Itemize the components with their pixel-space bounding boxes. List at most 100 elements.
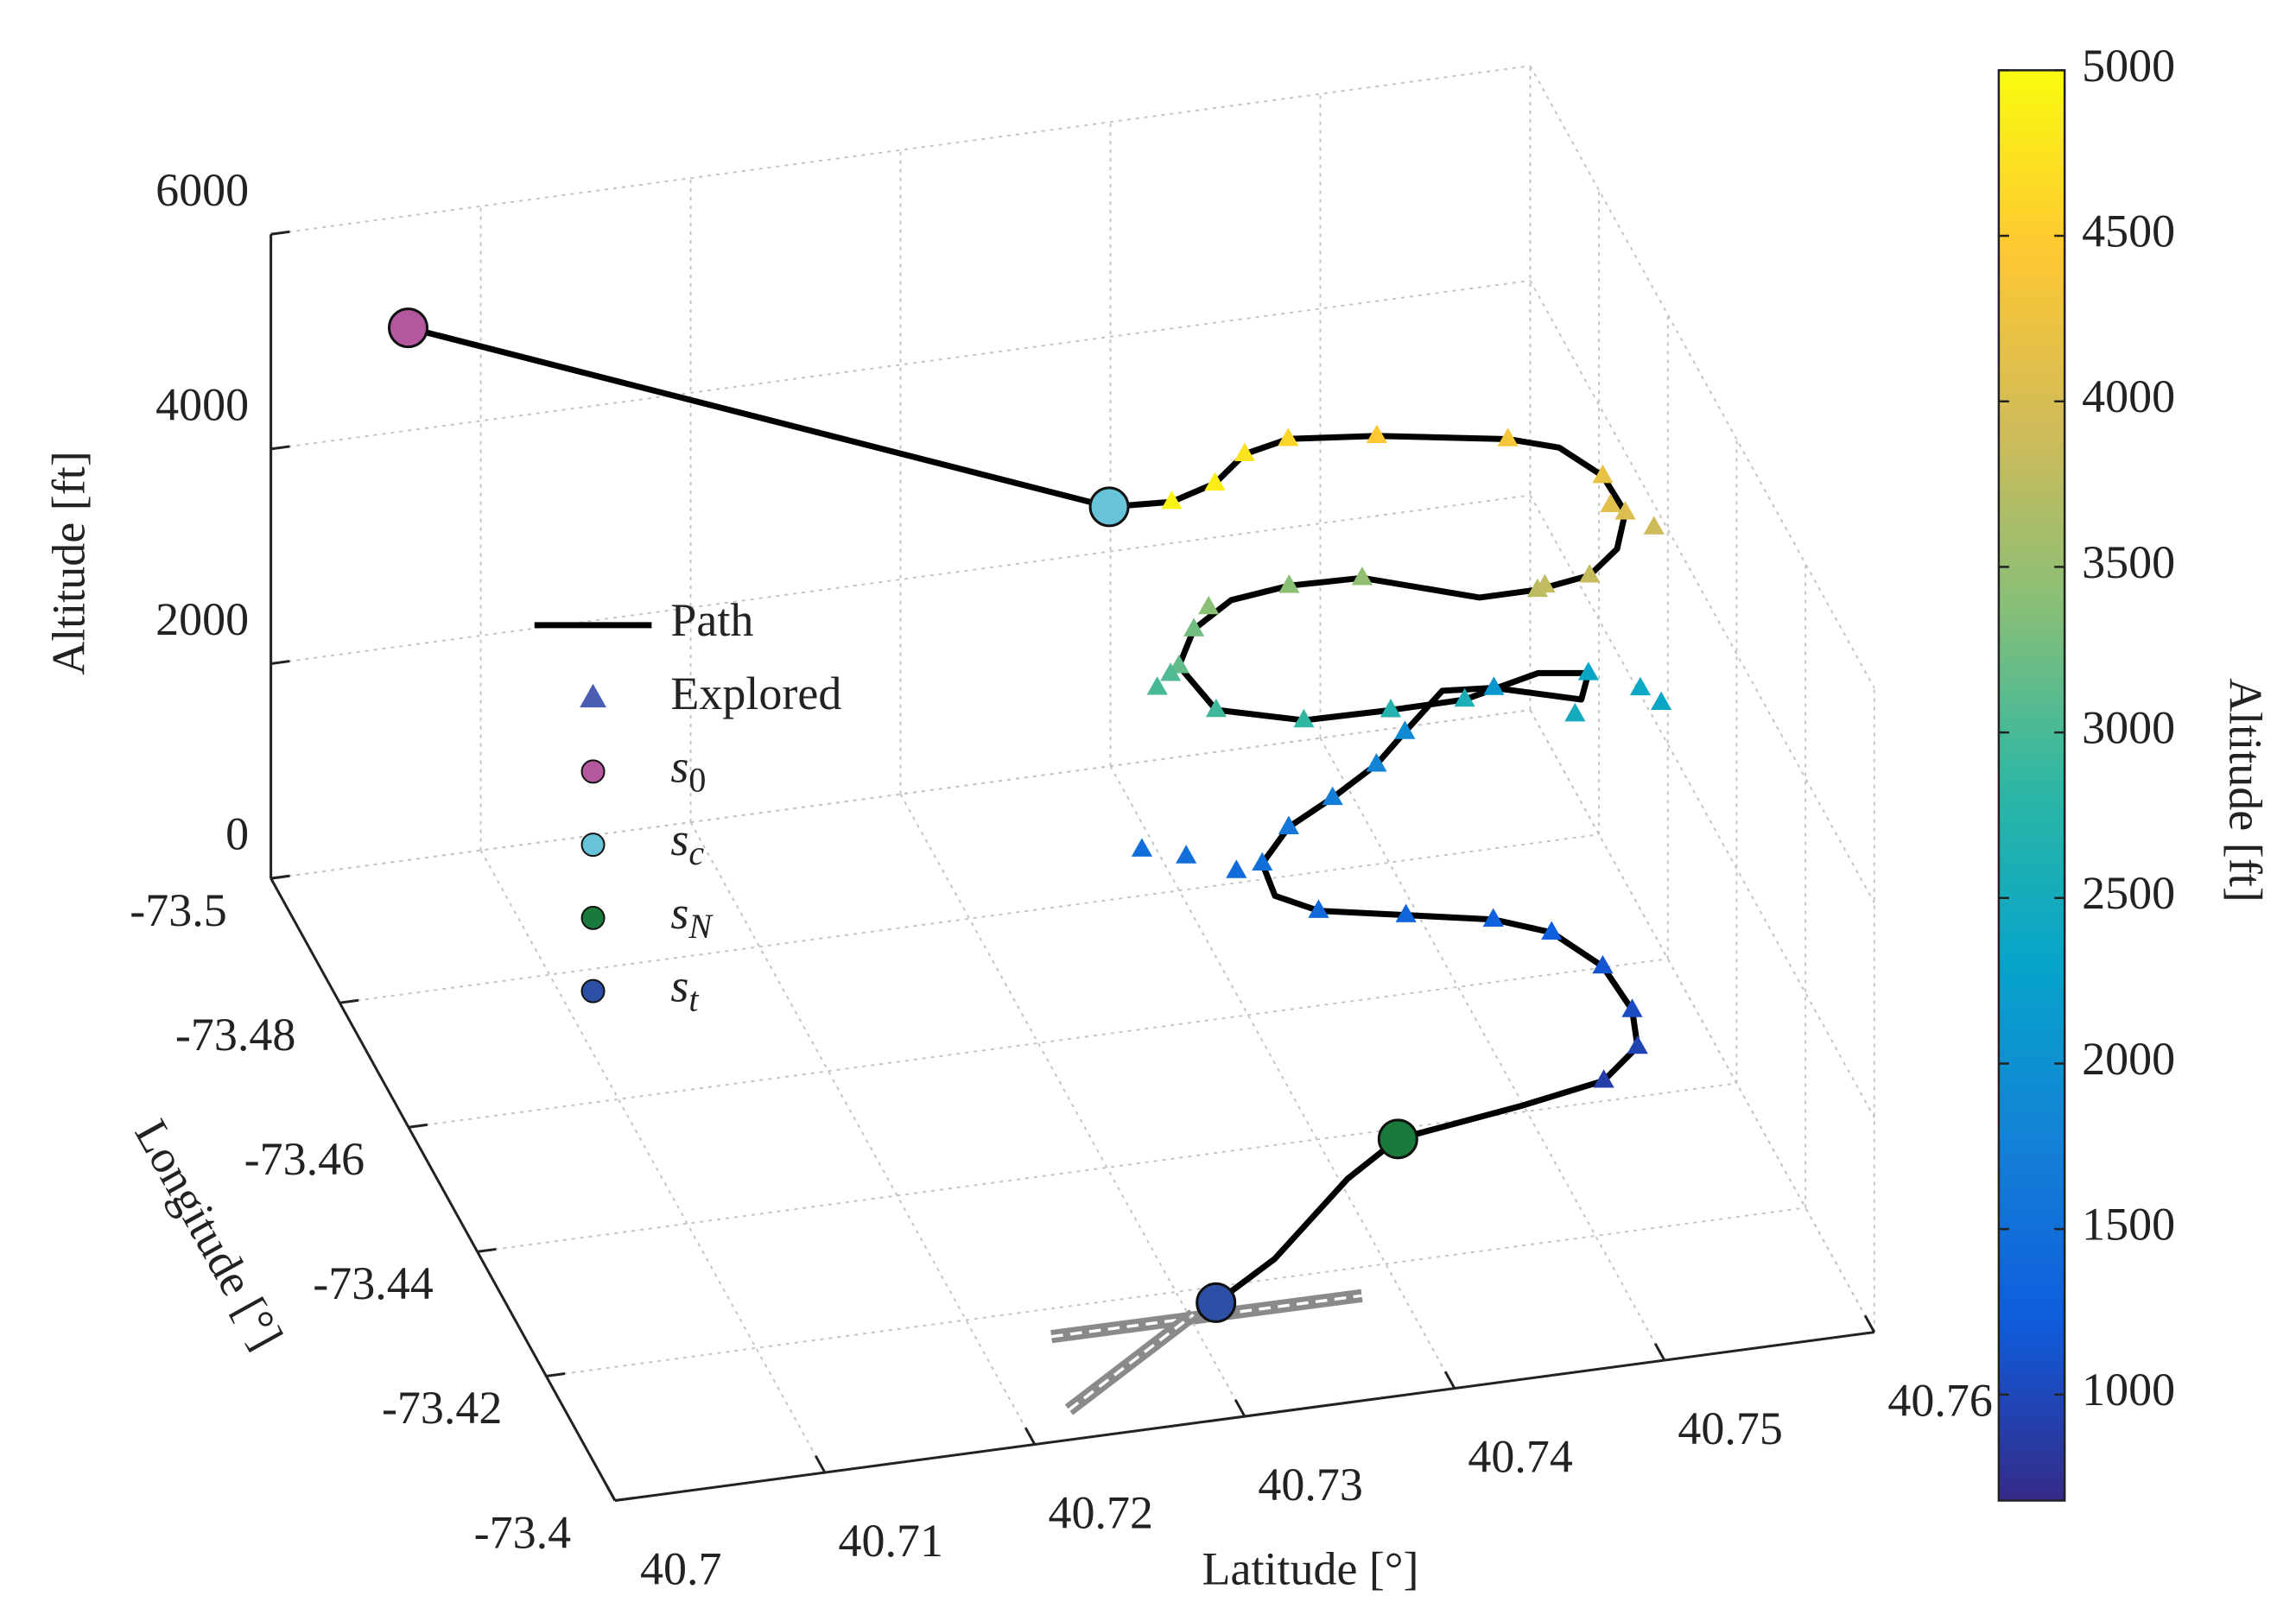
y-tick-label: -73.46 [244, 1133, 365, 1185]
x-tick [1443, 1371, 1456, 1390]
legend-symbol: s [670, 960, 688, 1012]
explored-point [1651, 691, 1672, 711]
colorbar [1997, 69, 2066, 1502]
explored-point [1322, 786, 1343, 806]
y-tick [546, 1372, 566, 1377]
y-tick-label: -73.42 [382, 1382, 502, 1434]
x-tick [1024, 1427, 1037, 1446]
grid-line [1109, 765, 1456, 1390]
explored-point [1497, 427, 1519, 446]
explored-point [1483, 676, 1505, 695]
x-axis-label: Latitude [°] [1202, 1542, 1419, 1594]
state-marker [1377, 1118, 1418, 1160]
y-tick-label: -73.48 [175, 1009, 295, 1061]
x-tick-label: 40.76 [1887, 1375, 1993, 1427]
y-tick-label: -73.4 [474, 1506, 571, 1558]
legend-label: Explored [670, 668, 841, 719]
x-tick [1653, 1343, 1666, 1361]
explored-point [1293, 708, 1315, 728]
y-tick [339, 998, 359, 1004]
colorbar-tick-label: 1000 [2082, 1364, 2175, 1415]
path-line [404, 325, 1641, 1306]
z-tick [270, 445, 290, 451]
legend-label: st [670, 960, 699, 1019]
x-tick-label: 40.72 [1048, 1487, 1153, 1539]
runway-centerline [1068, 1313, 1195, 1411]
colorbar-tick-label: 3000 [2082, 702, 2175, 754]
x-tick [605, 1483, 617, 1502]
z-axis-label: Altitude [ft] [42, 451, 94, 674]
explored-point [1600, 493, 1621, 512]
explored-point [1482, 908, 1504, 927]
explored-point [1234, 442, 1255, 462]
state-marker [387, 307, 428, 349]
y-tick-label: -73.5 [130, 884, 226, 936]
x-tick-label: 40.74 [1468, 1431, 1573, 1483]
explored-point [1534, 573, 1556, 593]
explored-point [1394, 720, 1416, 739]
colorbar-label: Altitude [ft] [2220, 678, 2272, 902]
explored-point [1205, 698, 1227, 718]
grid-line [546, 1206, 1806, 1377]
explored-point [1366, 424, 1387, 443]
grid-line [689, 821, 1036, 1446]
z-tick [270, 660, 290, 665]
explored-point [1160, 662, 1182, 681]
x-tick [1234, 1399, 1246, 1417]
x-tick [814, 1455, 827, 1473]
state-marker [1196, 1282, 1237, 1323]
x-tick-label: 40.75 [1678, 1403, 1783, 1454]
explored-point [1161, 490, 1183, 510]
explored-point [1308, 899, 1329, 918]
legend-symbol: s [670, 741, 688, 793]
explored-point [1146, 676, 1168, 695]
explored-point [1183, 617, 1205, 636]
explored-point [1592, 954, 1614, 974]
legend-label: Path [670, 594, 753, 646]
grid-line [1529, 495, 1875, 1118]
explored-point [1204, 472, 1226, 491]
z-tick [270, 874, 290, 880]
grid-line [270, 65, 1531, 236]
z-tick [270, 230, 290, 236]
explored-point [1643, 516, 1665, 535]
legend-subscript: c [688, 833, 704, 872]
explored-point [1252, 852, 1273, 871]
legend-marker-swatch [580, 759, 606, 784]
explored-point [1176, 845, 1197, 864]
y-tick [477, 1247, 497, 1253]
explored-point [1593, 1069, 1614, 1088]
state-marker [1088, 486, 1130, 528]
legend-marker-swatch [580, 905, 606, 930]
explored-point [1592, 464, 1614, 484]
explored-point [1621, 998, 1643, 1017]
explored-point [1380, 699, 1402, 718]
x-tick [1863, 1314, 1876, 1333]
legend-subscript: 0 [688, 761, 706, 800]
explored-point [1226, 859, 1247, 878]
y-tick-label: -73.44 [313, 1257, 433, 1309]
legend-subscript: t [688, 980, 699, 1019]
grid-line [1319, 738, 1665, 1361]
grid-line [1529, 709, 1875, 1333]
grid-line [899, 794, 1246, 1417]
y-tick [614, 1497, 634, 1503]
explored-point [1366, 753, 1387, 772]
colorbar-tick-label: 3500 [2082, 536, 2175, 588]
z-tick-label: 6000 [155, 164, 249, 216]
colorbar-tick-label: 4000 [2082, 370, 2175, 422]
colorbar-tick-label: 1500 [2082, 1199, 2175, 1251]
explored-point [1131, 838, 1153, 857]
explored-point [1627, 1035, 1648, 1054]
grid-line [479, 850, 826, 1473]
colorbar-tick-label: 5000 [2082, 40, 2175, 92]
x-tick-label: 40.73 [1258, 1459, 1363, 1510]
y-tick [408, 1123, 428, 1129]
legend-marker-swatch [580, 978, 606, 1004]
explored-point [1278, 427, 1299, 446]
grid-line [1529, 65, 1875, 689]
y-axis [270, 877, 617, 1502]
explored-point [1395, 903, 1417, 922]
explored-point [1577, 662, 1599, 681]
